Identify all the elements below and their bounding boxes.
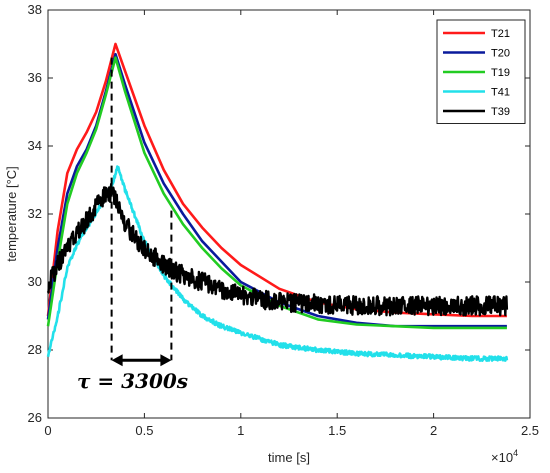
x-axis-label: time [s] <box>268 450 310 465</box>
x-tick-label: 2 <box>430 423 437 438</box>
tick-labels: 0 0.5 1 1.5 2 2.5 26 28 30 32 34 36 38 <box>28 2 540 438</box>
legend-label-t41: T41 <box>491 87 510 99</box>
y-tick-label: 30 <box>28 274 42 289</box>
series-line-t41 <box>46 165 509 362</box>
tau-annotation: τ = 3300s <box>77 57 188 393</box>
x-multiplier-exponent: 4 <box>513 448 518 458</box>
series-line-t19 <box>46 56 507 330</box>
x-axis-multiplier: ×104 <box>491 448 518 465</box>
y-tick-label: 36 <box>28 70 42 85</box>
y-axis-label: temperature [°C] <box>4 166 19 262</box>
legend-label-t21: T21 <box>491 28 510 40</box>
tau-arrow-right-head <box>160 354 172 367</box>
x-tick-label: 0.5 <box>135 423 153 438</box>
x-tick-label: 1 <box>237 423 244 438</box>
x-tick-label: 1.5 <box>328 423 346 438</box>
x-multiplier-base: ×10 <box>491 450 513 465</box>
x-tick-label: 2.5 <box>521 423 539 438</box>
x-tick-label: 0 <box>44 423 51 438</box>
tau-annotation-label: τ = 3300s <box>77 369 188 393</box>
legend-label-t20: T20 <box>491 48 510 60</box>
y-tick-label: 32 <box>28 206 42 221</box>
legend: T21 T20 T19 T41 T39 <box>436 19 526 124</box>
y-tick-label: 28 <box>28 342 42 357</box>
y-tick-label: 34 <box>28 138 42 153</box>
series-lines <box>46 42 509 362</box>
tau-arrow-left-head <box>111 354 123 367</box>
legend-label-t19: T19 <box>491 67 510 79</box>
series-line-t39 <box>46 182 509 317</box>
y-tick-label: 38 <box>28 2 42 17</box>
y-tick-label: 26 <box>28 410 42 425</box>
legend-label-t39: T39 <box>491 106 510 118</box>
